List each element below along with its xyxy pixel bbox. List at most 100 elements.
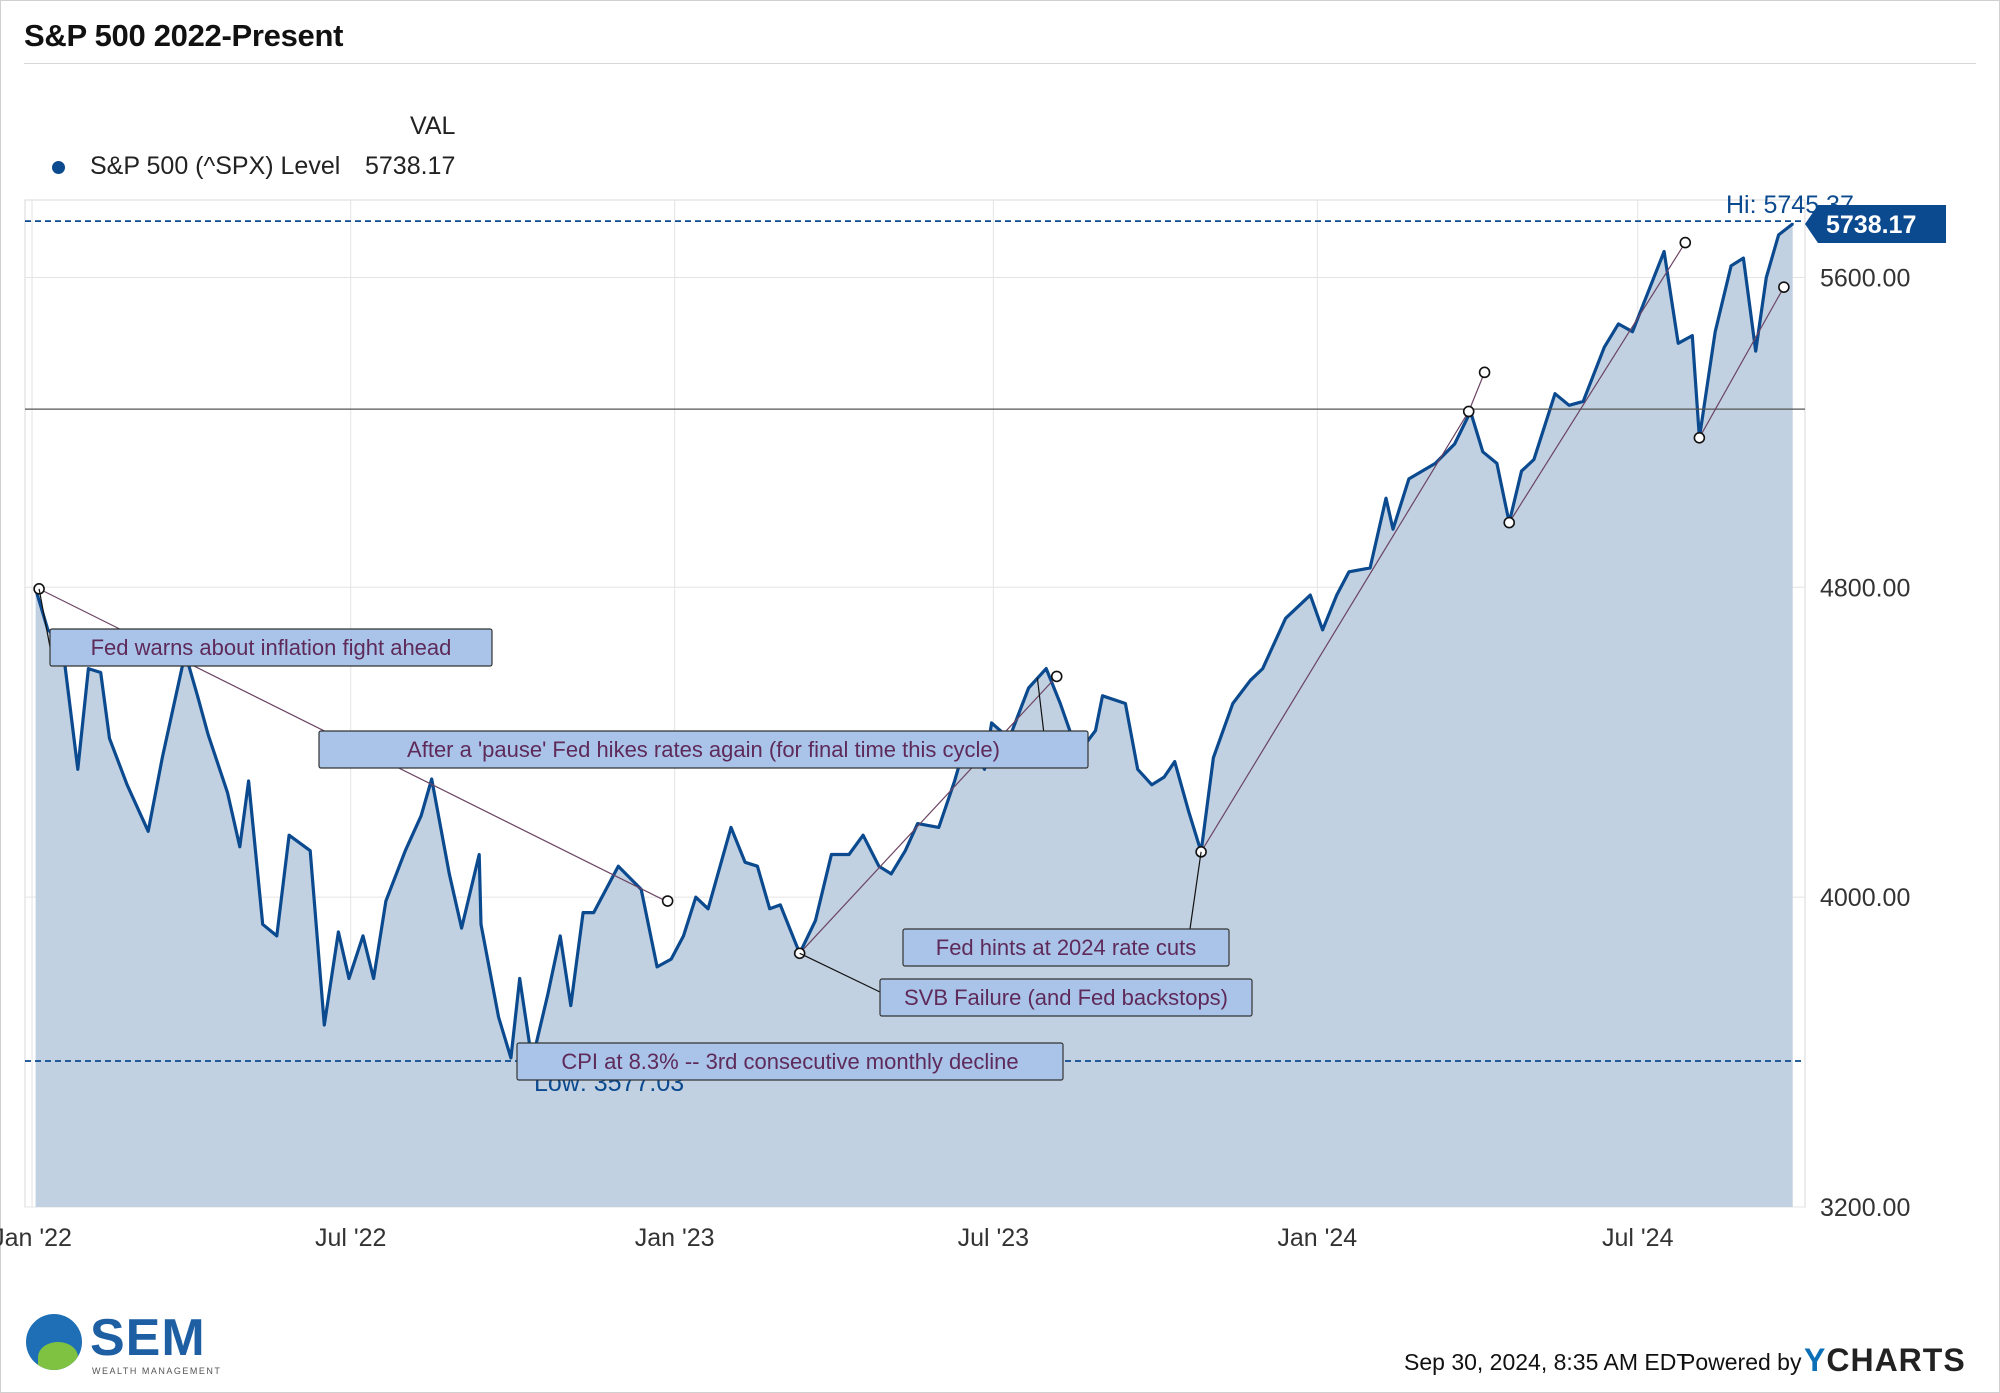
data-point bbox=[1368, 566, 1372, 570]
data-point bbox=[1150, 783, 1154, 787]
data-point bbox=[404, 849, 407, 852]
data-point bbox=[847, 853, 851, 856]
data-point bbox=[1434, 462, 1437, 465]
sem-logo-subtitle: WEALTH MANAGEMENT bbox=[92, 1366, 222, 1376]
data-point bbox=[1027, 686, 1030, 690]
data-point bbox=[372, 977, 375, 980]
data-point bbox=[1481, 450, 1485, 453]
data-point bbox=[460, 926, 463, 930]
data-point bbox=[983, 768, 986, 771]
data-point bbox=[518, 977, 521, 980]
data-point bbox=[756, 864, 759, 868]
connector-line bbox=[1698, 286, 1785, 439]
data-point bbox=[337, 930, 340, 934]
data-point bbox=[161, 756, 164, 759]
annotation-pointer bbox=[38, 588, 51, 648]
data-point bbox=[361, 934, 365, 938]
annotation-box bbox=[49, 628, 493, 667]
data-point bbox=[1124, 702, 1127, 705]
data-point bbox=[1617, 322, 1620, 326]
ycharts-logo[interactable]: YCHARTS bbox=[1804, 1342, 1966, 1379]
data-point bbox=[1212, 756, 1215, 759]
data-point bbox=[581, 911, 585, 914]
data-point bbox=[448, 872, 451, 876]
legend-dot-icon bbox=[52, 161, 65, 174]
title-divider bbox=[24, 63, 1976, 64]
annotation-box bbox=[879, 978, 1253, 1017]
data-point bbox=[904, 849, 907, 852]
data-point bbox=[1347, 570, 1351, 574]
annotation-label: Fed warns about inflation fight ahead bbox=[91, 635, 452, 660]
x-tick-label: Jan '22 bbox=[0, 1224, 72, 1252]
data-point bbox=[87, 667, 90, 670]
current-value-tag bbox=[1805, 204, 1946, 243]
annotation-pointer bbox=[1189, 851, 1202, 930]
data-point bbox=[1384, 497, 1388, 500]
annotation-label: Fed hints at 2024 rate cuts bbox=[936, 935, 1197, 960]
data-point bbox=[729, 826, 733, 829]
data-point bbox=[937, 826, 940, 829]
data-point bbox=[147, 830, 150, 833]
connector-marker bbox=[1462, 405, 1475, 418]
data-point bbox=[694, 895, 698, 899]
annotation-box bbox=[902, 928, 1230, 967]
connector-marker bbox=[1503, 516, 1516, 529]
legend-series-name: S&P 500 (^SPX) Level bbox=[90, 152, 341, 180]
connector-line bbox=[799, 675, 1058, 954]
data-point bbox=[779, 903, 782, 907]
y-tick-label: 5600.00 bbox=[1820, 264, 1910, 292]
connector-marker bbox=[1679, 236, 1692, 249]
y-tick-label: 4000.00 bbox=[1820, 884, 1910, 912]
connector-line bbox=[1200, 411, 1470, 853]
data-point bbox=[1261, 667, 1264, 670]
data-point bbox=[238, 845, 241, 849]
data-point bbox=[1495, 462, 1499, 465]
data-point bbox=[546, 992, 550, 996]
data-point bbox=[1044, 667, 1048, 670]
data-point bbox=[1187, 810, 1190, 814]
data-point bbox=[1136, 768, 1139, 771]
data-point bbox=[478, 853, 481, 856]
data-point bbox=[347, 977, 351, 980]
annotation-connectors bbox=[33, 236, 1790, 960]
series-line bbox=[34, 222, 1794, 1063]
data-point bbox=[226, 791, 229, 794]
data-point bbox=[1520, 469, 1523, 473]
data-point bbox=[861, 833, 865, 837]
data-point bbox=[1567, 404, 1571, 407]
data-point bbox=[1453, 442, 1456, 446]
x-tick-label: Jan '24 bbox=[1277, 1224, 1357, 1252]
legend-column-header: VAL bbox=[410, 112, 456, 140]
annotation-box bbox=[318, 730, 1089, 769]
sem-logo: SEM WEALTH MANAGEMENT bbox=[26, 1310, 220, 1380]
data-point bbox=[309, 849, 312, 852]
data-point bbox=[479, 923, 483, 926]
annotation-label: SVB Failure (and Fed backstops) bbox=[904, 985, 1228, 1010]
data-point bbox=[1742, 256, 1745, 260]
annotation-box bbox=[516, 1042, 1064, 1081]
data-point bbox=[1101, 694, 1104, 697]
data-point bbox=[953, 779, 956, 783]
x-tick-label: Jan '23 bbox=[635, 1224, 715, 1252]
connector-marker bbox=[661, 895, 674, 907]
data-point bbox=[261, 923, 264, 926]
data-point bbox=[1249, 679, 1252, 682]
data-point bbox=[743, 861, 747, 864]
page-title: S&P 500 2022-Present bbox=[24, 18, 344, 53]
data-point bbox=[125, 783, 129, 787]
data-point bbox=[419, 814, 423, 818]
data-point bbox=[669, 957, 673, 961]
data-point bbox=[1677, 342, 1680, 345]
annotations: Fed warns about inflation fight ahead Aft… bbox=[38, 588, 1253, 1081]
data-point bbox=[1765, 276, 1768, 279]
y-tick-label: 4800.00 bbox=[1820, 574, 1910, 602]
data-point bbox=[617, 864, 620, 868]
data-point bbox=[1059, 702, 1062, 705]
data-point bbox=[592, 911, 595, 914]
data-point bbox=[247, 779, 250, 783]
connector-marker bbox=[1478, 366, 1491, 379]
data-point bbox=[1231, 702, 1234, 705]
data-point bbox=[1662, 250, 1666, 253]
connector-marker bbox=[1778, 281, 1790, 293]
